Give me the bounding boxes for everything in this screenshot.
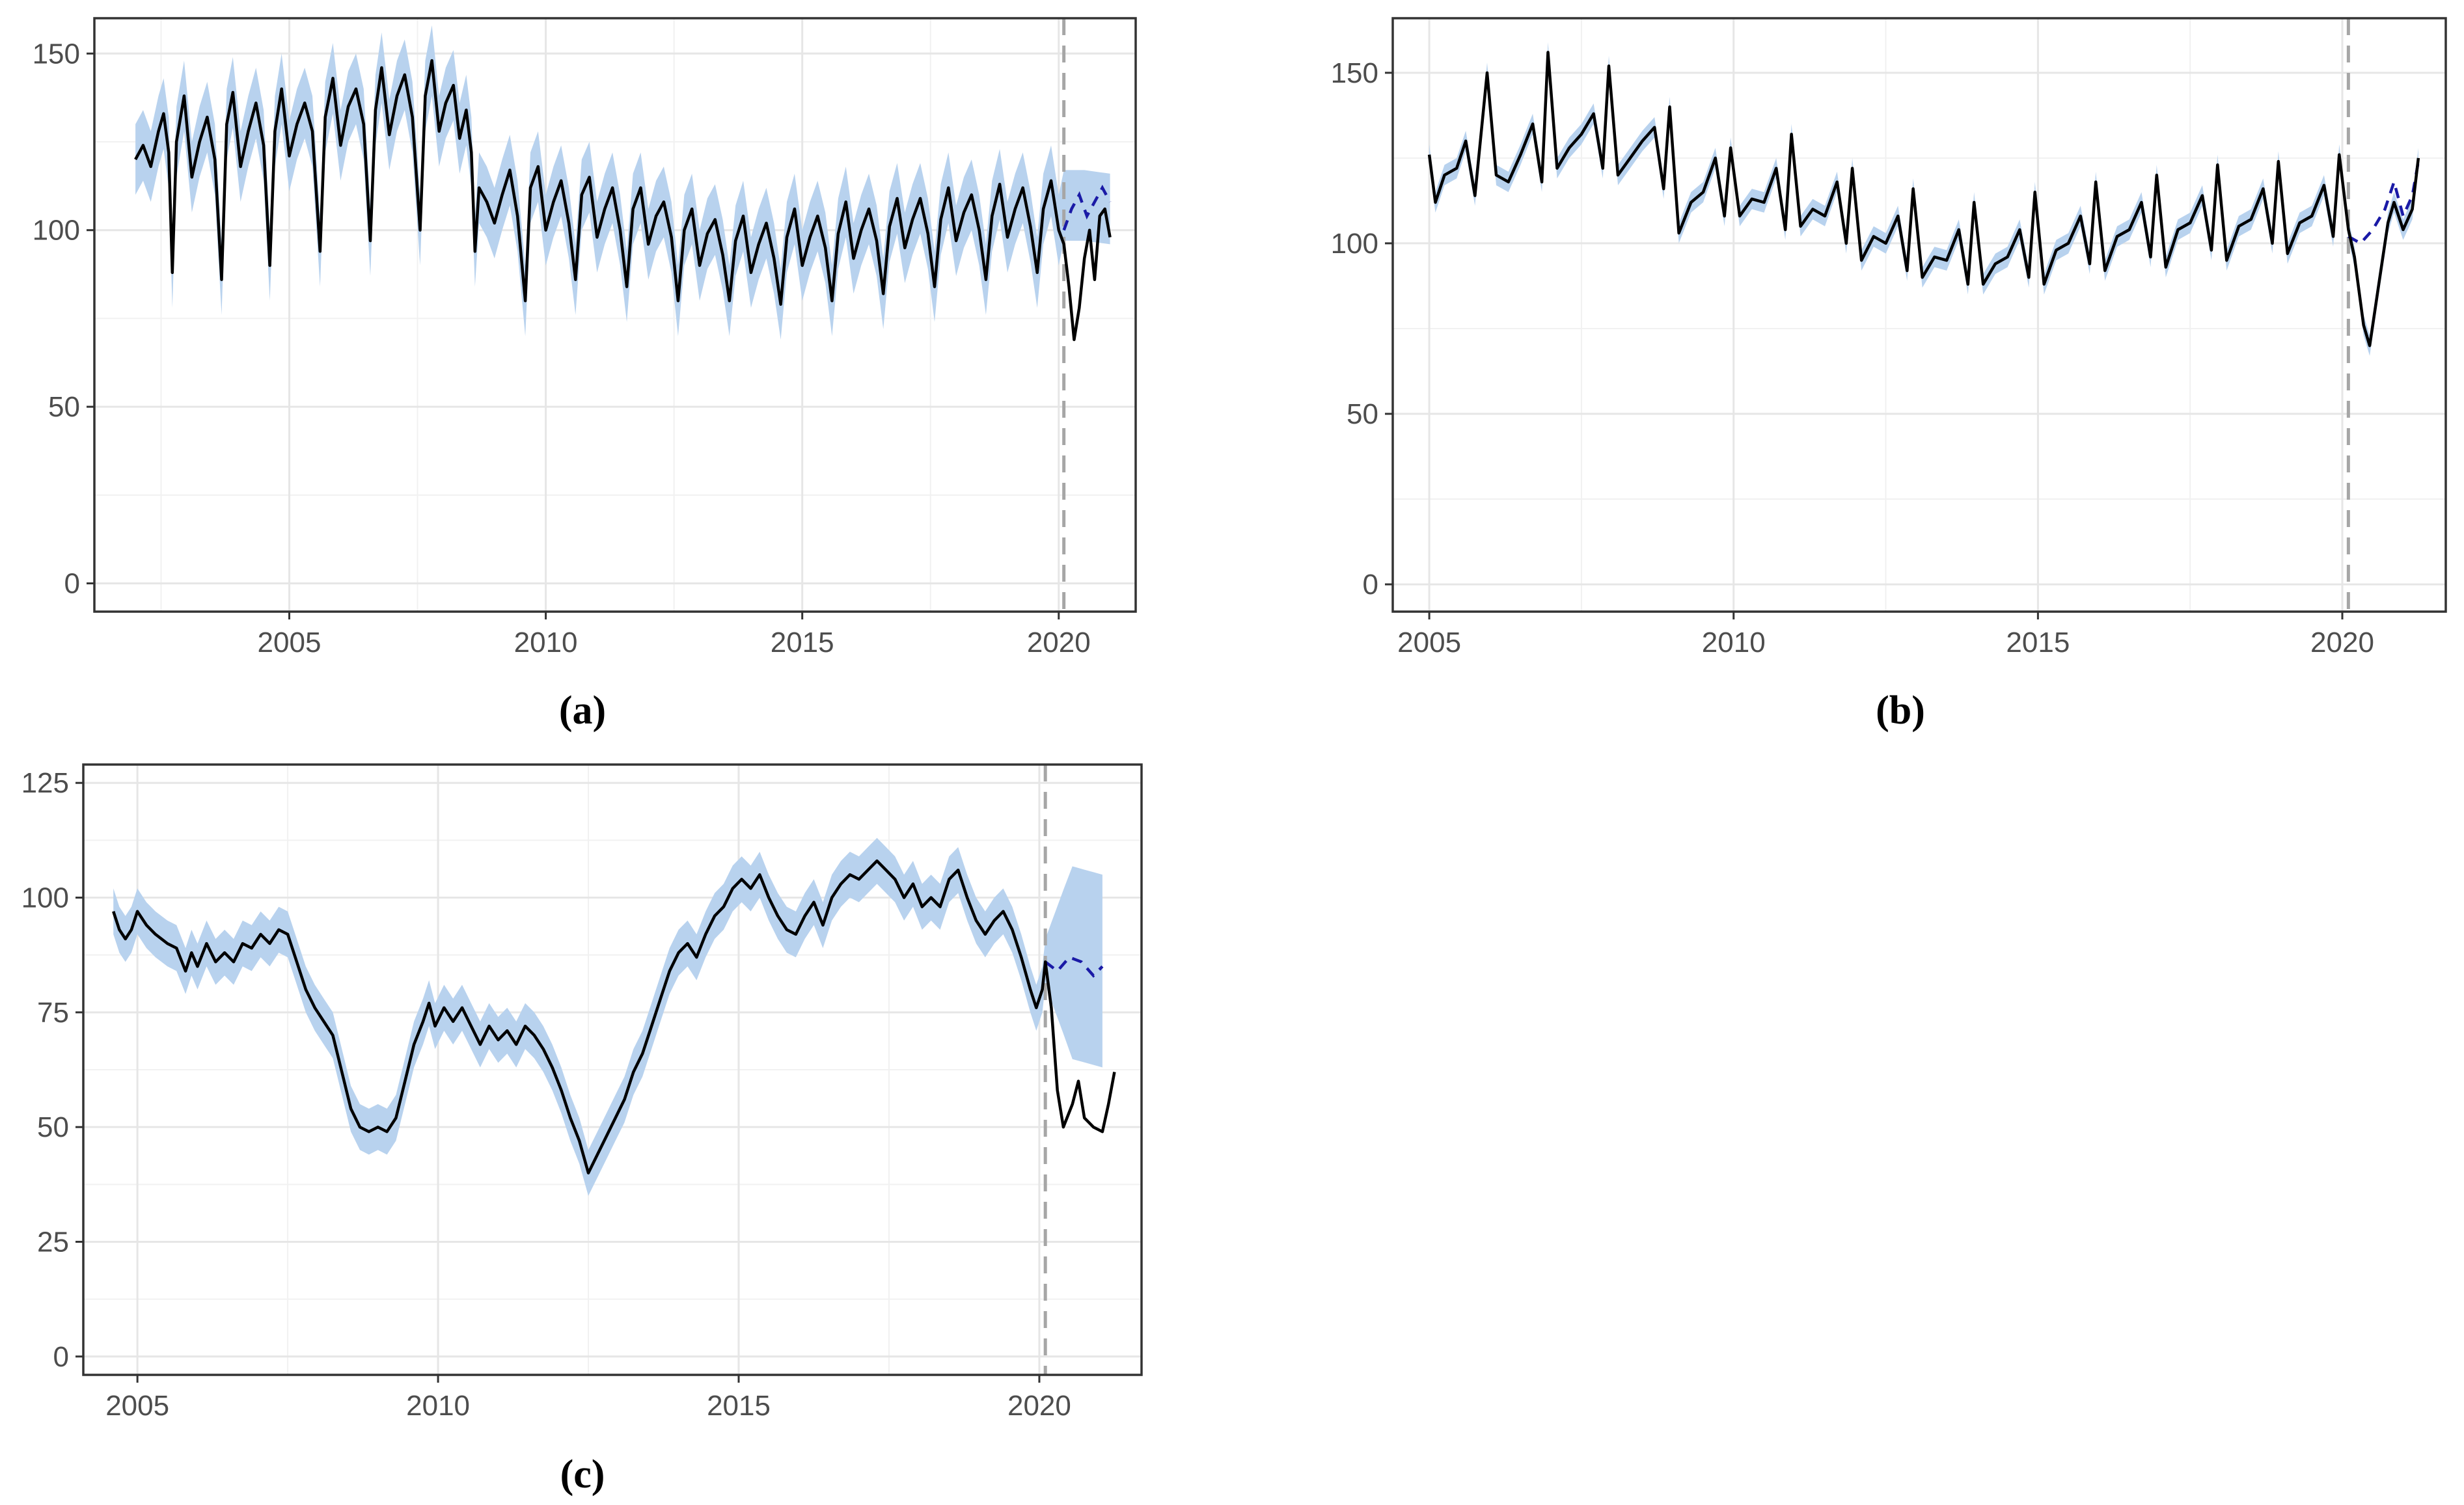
plot-frame-a [93,17,1137,613]
y-tick-label-a: 150 [33,38,80,70]
x-tick-label-a: 2010 [514,627,578,658]
panel-a: 2005 2010 2015 2020 0 50 100 150 [33,17,1137,658]
x-tick-label-c: 2020 [1007,1390,1071,1422]
y-tick-label-a: 0 [64,568,80,600]
panel-b: 2005 2010 2015 2020 0 50 100 150 [1331,17,2447,658]
y-tick-label-c: 75 [37,997,69,1029]
y-tick-label-a: 100 [33,215,80,247]
y-tick-label-c: 0 [53,1341,69,1373]
x-tick-label-c: 2015 [707,1390,771,1422]
observed-line-b [1427,51,2420,347]
x-tick-label-c: 2005 [105,1390,169,1422]
y-tick-label-c: 25 [37,1226,69,1258]
y-tick-label-b: 0 [1363,569,1378,601]
forecast-line-a [1062,184,1112,231]
plot-background-b [1393,18,2446,612]
x-tick-label-a: 2005 [258,627,322,658]
confidence-band-a [135,25,1110,340]
y-tick-label-a: 50 [48,391,80,423]
x-tick-label-b: 2020 [2310,627,2374,658]
panel-c: 2005 2010 2015 2020 0 25 50 75 100 125 [21,763,1143,1422]
caption-c: (c) [560,1452,605,1497]
plot-frame-b [1391,17,2447,613]
observed-line-c [112,859,1116,1174]
x-tick-label-a: 2015 [771,627,834,658]
y-tick-label-c: 50 [37,1111,69,1143]
x-tick-label-b: 2010 [1702,627,1766,658]
y-tick-label-b: 100 [1331,228,1378,260]
x-tick-label-c: 2010 [406,1390,470,1422]
plot-background-a [94,18,1136,612]
x-tick-label-b: 2015 [2006,627,2070,658]
y-tick-label-b: 150 [1331,57,1378,89]
observed-line-a [134,59,1112,342]
y-tick-label-c: 100 [21,882,69,914]
caption-a: (a) [559,688,606,733]
plot-frame-c [82,763,1143,1376]
confidence-band-c [113,837,1102,1196]
x-tick-label-a: 2020 [1027,627,1091,658]
x-tick-label-b: 2005 [1397,627,1461,658]
y-tick-label-c: 125 [21,767,69,799]
forecast-line-c [1044,955,1104,978]
y-tick-label-b: 50 [1347,398,1378,430]
caption-b: (b) [1876,688,1925,733]
